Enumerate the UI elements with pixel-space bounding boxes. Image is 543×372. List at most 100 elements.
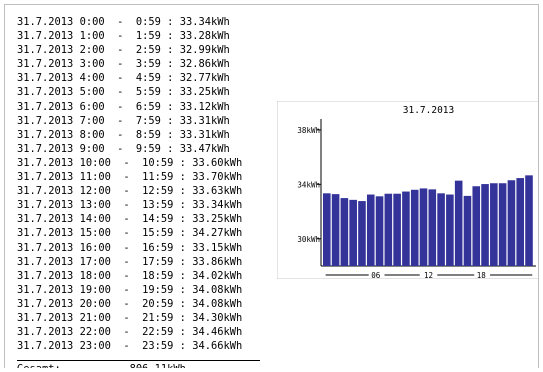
row-date: 31.7.2013	[17, 156, 74, 169]
chart-bar	[516, 178, 525, 266]
report-row: 31.7.2013 0:00 - 0:59 : 33.34kWh	[17, 15, 260, 29]
row-value: 34.08kWh	[192, 283, 243, 296]
row-to: 2:59	[135, 44, 161, 57]
row-sep: :	[173, 297, 193, 310]
row-value: 34.66kWh	[192, 340, 243, 353]
row-sep: :	[160, 100, 180, 113]
row-value: 33.25kWh	[192, 213, 243, 226]
row-sep: :	[173, 283, 193, 296]
chart-bar	[410, 189, 419, 266]
row-from: 21:00	[79, 311, 111, 324]
row-sep: :	[173, 269, 193, 282]
row-sep: :	[173, 326, 193, 339]
row-sep: :	[160, 72, 180, 85]
row-from: 3:00	[79, 58, 105, 71]
row-value: 33.70kWh	[192, 171, 243, 184]
total-value: 806.11kWh	[130, 363, 186, 368]
row-date: 31.7.2013	[17, 311, 74, 324]
row-date: 31.7.2013	[17, 114, 74, 127]
y-tick-label: 38kWh	[297, 126, 320, 135]
chart-bar	[419, 188, 428, 266]
row-date: 31.7.2013	[17, 171, 74, 184]
row-sep: -	[110, 297, 143, 310]
row-from: 17:00	[79, 255, 111, 268]
row-to: 4:59	[135, 72, 161, 85]
row-sep: :	[160, 30, 180, 43]
row-sep: -	[104, 72, 136, 85]
row-from: 0:00	[79, 16, 105, 28]
energy-report: 31.7.2013 0:00 - 0:59 : 33.34kWh 31.7.201…	[17, 15, 260, 368]
row-sep: :	[173, 185, 193, 198]
row-sep: -	[104, 86, 136, 99]
row-sep: -	[104, 128, 136, 141]
row-date: 31.7.2013	[17, 16, 74, 28]
row-to: 13:59	[142, 199, 174, 212]
report-row: 31.7.2013 8:00 - 8:59 : 33.31kWh	[17, 128, 260, 142]
row-value: 33.86kWh	[192, 255, 243, 268]
row-value: 34.02kWh	[192, 269, 243, 282]
row-to: 23:59	[142, 340, 174, 353]
row-to: 21:59	[142, 311, 174, 324]
row-value: 33.34kWh	[179, 16, 230, 28]
row-from: 15:00	[79, 227, 111, 240]
row-to: 7:59	[135, 114, 161, 127]
row-from: 11:00	[79, 171, 111, 184]
row-from: 22:00	[79, 326, 111, 339]
report-row: 31.7.2013 13:00 - 13:59 : 33.34kWh	[17, 198, 260, 212]
row-from: 9:00	[79, 142, 105, 155]
row-from: 14:00	[79, 213, 111, 226]
chart-bar	[490, 183, 498, 266]
total-divider	[17, 360, 260, 362]
row-to: 14:59	[142, 213, 174, 226]
chart-bar	[498, 183, 507, 266]
report-row: 31.7.2013 18:00 - 18:59 : 34.02kWh	[17, 269, 260, 283]
row-sep: :	[173, 311, 193, 324]
row-value: 33.47kWh	[179, 142, 230, 155]
chart-bar	[481, 184, 489, 266]
row-sep: -	[110, 311, 143, 324]
row-value: 34.08kWh	[192, 297, 243, 310]
chart-bar	[428, 189, 437, 266]
row-to: 6:59	[135, 100, 161, 113]
chart-bar	[358, 201, 366, 266]
row-to: 8:59	[135, 128, 161, 141]
row-date: 31.7.2013	[17, 213, 74, 226]
row-to: 11:59	[142, 171, 174, 184]
row-date: 31.7.2013	[17, 255, 74, 268]
row-sep: :	[173, 171, 193, 184]
row-date: 31.7.2013	[17, 30, 74, 43]
chart-bar	[454, 180, 463, 266]
row-value: 33.15kWh	[192, 241, 243, 254]
row-sep: -	[104, 58, 136, 71]
row-value: 33.25kWh	[179, 86, 230, 99]
chart-bar	[340, 198, 349, 266]
row-sep: :	[160, 142, 180, 155]
row-to: 20:59	[142, 297, 174, 310]
row-date: 31.7.2013	[17, 86, 74, 99]
row-sep: :	[173, 340, 193, 353]
total-row: Gesamt: 806.11kWh	[17, 362, 260, 368]
row-value: 33.12kWh	[179, 100, 230, 113]
chart-bar	[437, 193, 445, 266]
row-value: 33.34kWh	[192, 199, 243, 212]
row-date: 31.7.2013	[17, 100, 74, 113]
row-to: 15:59	[142, 227, 174, 240]
row-date: 31.7.2013	[17, 340, 74, 353]
row-value: 32.86kWh	[179, 58, 230, 71]
row-date: 31.7.2013	[17, 241, 74, 254]
row-sep: -	[110, 227, 143, 240]
row-sep: -	[110, 326, 143, 339]
row-sep: -	[110, 156, 143, 169]
row-sep: :	[173, 255, 193, 268]
row-sep: :	[160, 114, 180, 127]
report-row: 31.7.2013 19:00 - 19:59 : 34.08kWh	[17, 283, 260, 297]
row-value: 33.60kWh	[192, 156, 243, 169]
row-value: 33.31kWh	[179, 128, 230, 141]
row-sep: :	[160, 44, 180, 57]
row-value: 34.30kWh	[192, 311, 243, 324]
row-sep: -	[110, 213, 143, 226]
row-to: 3:59	[135, 58, 161, 71]
row-from: 13:00	[79, 199, 111, 212]
row-value: 33.28kWh	[179, 30, 230, 43]
report-row: 31.7.2013 2:00 - 2:59 : 32.99kWh	[17, 43, 260, 57]
